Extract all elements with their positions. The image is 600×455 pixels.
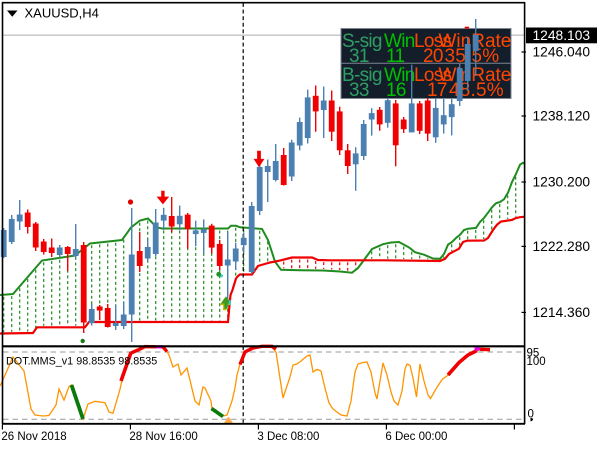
- svg-text:16: 16: [386, 80, 406, 101]
- svg-text:1230.200: 1230.200: [533, 175, 591, 190]
- svg-text:100: 100: [527, 356, 546, 368]
- svg-text:3 Dec 08:00: 3 Dec 08:00: [257, 431, 319, 443]
- svg-text:6 Dec 00:00: 6 Dec 00:00: [385, 431, 447, 443]
- svg-text:WinRate: WinRate: [439, 65, 512, 86]
- svg-text:11: 11: [386, 46, 404, 67]
- svg-text:17: 17: [427, 80, 447, 101]
- svg-text:Win: Win: [384, 31, 415, 52]
- svg-text:31: 31: [349, 46, 369, 67]
- svg-text:1248.103: 1248.103: [533, 28, 591, 43]
- svg-text:1214.360: 1214.360: [533, 305, 591, 320]
- svg-text:XAUUSD,H4: XAUUSD,H4: [25, 6, 99, 21]
- svg-text:0: 0: [528, 409, 534, 421]
- svg-text:Loss: Loss: [414, 65, 452, 86]
- svg-text:Win: Win: [384, 65, 415, 86]
- svg-text:26 Nov 2018: 26 Nov 2018: [1, 431, 66, 443]
- svg-text:33: 33: [349, 80, 369, 101]
- svg-text:B-sig: B-sig: [342, 65, 382, 86]
- svg-text:1222.280: 1222.280: [533, 239, 591, 254]
- svg-text:20: 20: [423, 46, 443, 67]
- svg-text:1246.040: 1246.040: [533, 45, 591, 60]
- svg-text:DOT.MMS_v1 98.8535 98.8535: DOT.MMS_v1 98.8535 98.8535: [6, 356, 157, 368]
- svg-text:35.5%: 35.5%: [445, 46, 500, 67]
- svg-text:1238.120: 1238.120: [533, 109, 591, 124]
- svg-text:S-sig: S-sig: [342, 31, 382, 52]
- svg-text:48.5%: 48.5%: [449, 80, 504, 101]
- svg-text:Loss: Loss: [414, 31, 452, 52]
- svg-text:95: 95: [527, 348, 540, 360]
- svg-text:28 Nov 16:00: 28 Nov 16:00: [129, 431, 197, 443]
